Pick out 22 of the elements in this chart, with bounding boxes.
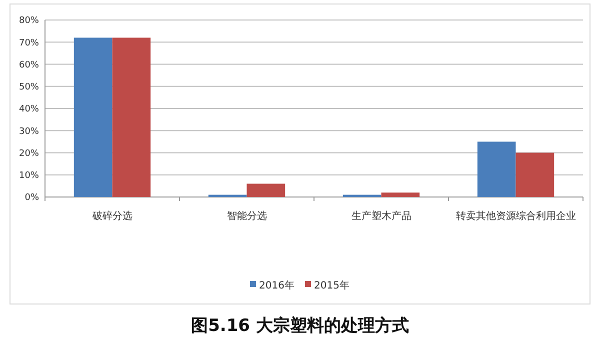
bar bbox=[381, 192, 420, 197]
x-tick-label: 转卖其他资源综合利用企业 bbox=[456, 210, 576, 222]
legend-label: 2016年 bbox=[259, 280, 294, 292]
y-tick-label: 80% bbox=[18, 16, 40, 26]
bar bbox=[112, 38, 151, 197]
x-tick-label: 智能分选 bbox=[226, 210, 267, 222]
y-tick-label: 50% bbox=[18, 82, 40, 93]
text: 图5.16 大宗塑料的处理方式 bbox=[191, 315, 409, 336]
bar bbox=[74, 38, 112, 197]
y-tick-label: 10% bbox=[18, 171, 40, 182]
y-tick-label: 0% bbox=[24, 193, 40, 204]
y-tick-label: 30% bbox=[18, 126, 40, 137]
legend-label: 2015年 bbox=[314, 280, 350, 292]
y-tick-label: 70% bbox=[18, 38, 40, 48]
y-tick-label: 40% bbox=[18, 104, 40, 115]
bar bbox=[477, 142, 516, 197]
x-tick-label: 破碎分选 bbox=[91, 210, 132, 222]
y-tick-label: 20% bbox=[18, 148, 40, 159]
bar bbox=[246, 184, 286, 197]
bar bbox=[516, 152, 554, 197]
y-tick-label: 60% bbox=[18, 60, 40, 70]
x-tick-label: 生产塑木产品 bbox=[351, 210, 412, 222]
